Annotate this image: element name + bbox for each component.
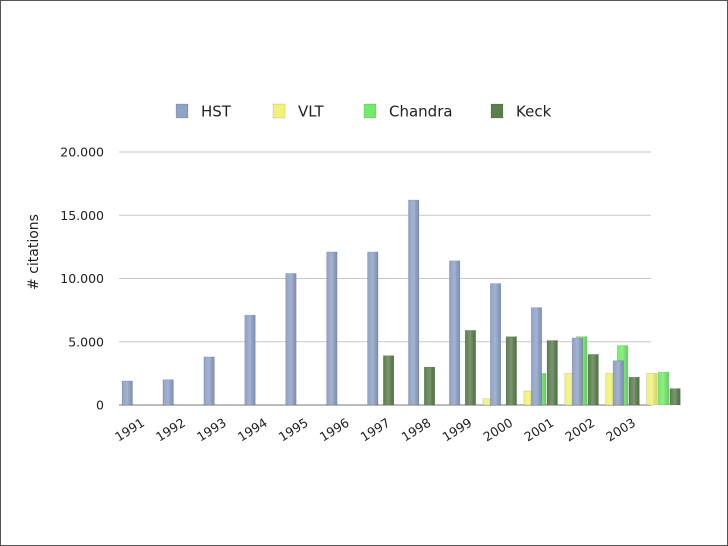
legend-label-chandra: Chandra <box>389 103 453 121</box>
x-tick-label-1995: 1995 <box>276 415 311 445</box>
y-tick-label: 5.000 <box>68 334 104 349</box>
bar-hst-2002 <box>571 337 583 406</box>
bar-keck-2000 <box>546 340 558 406</box>
y-tick-label: 10.000 <box>60 271 104 286</box>
legend-swatch-hst <box>175 103 189 119</box>
x-tick-label-1999: 1999 <box>440 415 475 445</box>
y-tick-label: 20.000 <box>60 145 104 160</box>
x-axis-ticks: 1991 1992 1993 1994 1995 1996 1997 1998 1999 2000… <box>112 415 638 445</box>
x-tick-label-1996: 1996 <box>317 415 352 445</box>
x-tick-label-1992: 1992 <box>153 415 188 445</box>
bar-hst-2000 <box>490 283 502 406</box>
legend-label-vlt: VLT <box>298 103 325 121</box>
bar-vlt-2003 <box>646 373 658 406</box>
bar-hst-1993 <box>203 356 215 406</box>
x-tick-label-2001: 2001 <box>521 415 556 445</box>
bar-hst-2001 <box>530 307 543 406</box>
x-tick-label-1997: 1997 <box>358 415 393 445</box>
bars <box>121 199 681 406</box>
bar-hst-1994 <box>244 314 256 406</box>
legend-swatch-vlt <box>272 103 286 119</box>
legend-swatch-keck <box>490 103 504 119</box>
bar-hst-1995 <box>285 273 297 406</box>
x-tick-label-2000: 2000 <box>480 415 515 445</box>
bar-keck-2003 <box>669 388 681 406</box>
legend: HST VLT Chandra Keck <box>175 103 552 121</box>
y-axis-ticks: 0 5.000 10.000 15.000 20.000 <box>60 145 104 413</box>
bar-hst-1999 <box>449 260 461 406</box>
bar-hst-1996 <box>326 251 338 406</box>
bar-hst-1997 <box>367 251 379 406</box>
y-tick-label: 15.000 <box>60 208 104 223</box>
bar-hst-1991 <box>121 380 133 406</box>
x-tick-label-1993: 1993 <box>194 415 229 445</box>
legend-swatch-chandra <box>363 103 377 119</box>
x-tick-label-1991: 1991 <box>112 415 147 445</box>
bar-hst-2003 <box>612 360 624 406</box>
bar-keck-1996 <box>383 355 395 406</box>
bar-keck-1997 <box>423 366 436 406</box>
x-tick-label-1998: 1998 <box>399 415 434 445</box>
x-tick-label-2003: 2003 <box>603 415 638 445</box>
x-tick-label-2002: 2002 <box>562 415 597 445</box>
y-axis-label: # citations <box>26 214 42 290</box>
bar-keck-2001 <box>587 354 599 406</box>
bar-keck-2002 <box>628 376 640 406</box>
x-tick-label-1994: 1994 <box>235 415 270 445</box>
bar-keck-1999 <box>505 336 517 406</box>
bar-hst-1992 <box>162 379 174 406</box>
y-tick-label: 0 <box>96 398 104 413</box>
bar-keck-1998 <box>464 330 476 406</box>
legend-label-hst: HST <box>201 103 232 121</box>
legend-label-keck: Keck <box>516 103 552 121</box>
bar-hst-1998 <box>408 199 420 406</box>
bar-chandra-2003 <box>657 371 670 406</box>
